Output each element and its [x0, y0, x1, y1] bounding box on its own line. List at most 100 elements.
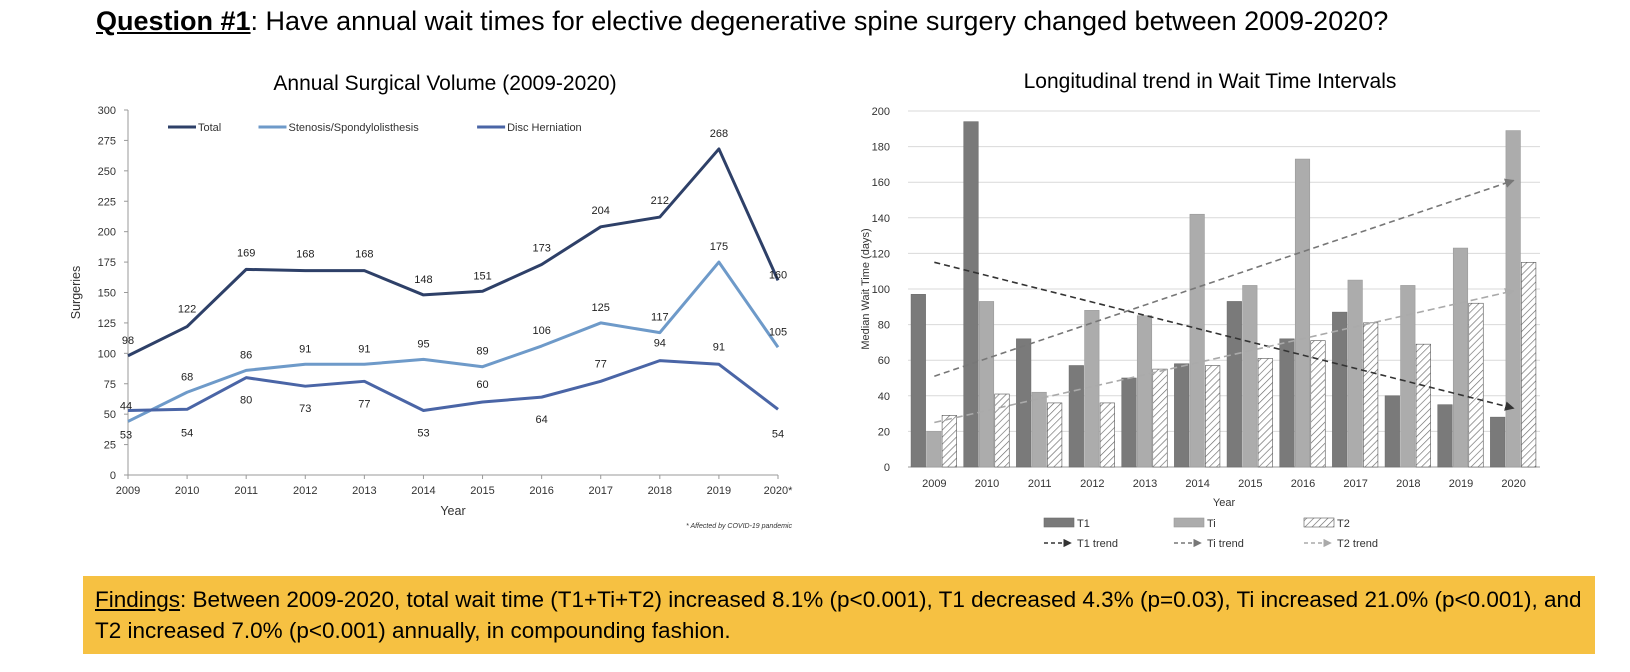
y-tick-label: 175	[98, 257, 116, 269]
data-label: 54	[772, 428, 784, 440]
x-tick-label: 2012	[293, 485, 317, 497]
data-label: 268	[710, 128, 728, 140]
legend-label: Ti	[1207, 518, 1216, 530]
bar-t2	[1047, 402, 1063, 468]
data-label: 53	[417, 428, 429, 440]
x-tick-label: 2018	[1396, 478, 1420, 490]
data-label: 60	[476, 379, 488, 391]
bar-t2	[1152, 368, 1168, 468]
y-tick-label: 75	[104, 379, 116, 391]
footnote: * Affected by COVID-19 pandemic	[686, 523, 792, 530]
data-label: 98	[122, 335, 134, 347]
right-chart-title: Longitudinal trend in Wait Time Interval…	[1023, 70, 1397, 93]
bar-t2	[1099, 402, 1115, 468]
trend-line-t2-trend	[934, 288, 1515, 424]
y-tick-label: 20	[878, 426, 890, 438]
data-label: 173	[532, 243, 550, 255]
x-tick-label: 2016	[1291, 478, 1315, 490]
x-tick-label: 2016	[529, 485, 553, 497]
data-label: 212	[651, 195, 669, 207]
bar-ti	[1136, 315, 1153, 468]
data-label: 151	[473, 270, 491, 282]
y-tick-label: 80	[878, 320, 890, 332]
x-tick-label: 2015	[1238, 478, 1262, 490]
x-axis-label: Year	[1213, 497, 1236, 509]
y-tick-label: 140	[872, 213, 890, 225]
y-tick-label: 200	[98, 227, 116, 239]
data-label: 80	[240, 395, 252, 407]
legend-label: Total	[198, 122, 221, 134]
bar-t1	[1332, 311, 1348, 468]
data-label: 54	[181, 427, 193, 439]
bar-ti	[1400, 285, 1416, 468]
x-tick-label: 2020	[1501, 478, 1525, 490]
question-text: : Have annual wait times for elective de…	[250, 6, 1389, 36]
series-line-stenosis-spondylolisthesis	[127, 260, 780, 423]
x-tick-label: 2019	[1449, 478, 1473, 490]
bar-ti	[1452, 247, 1469, 468]
bar-ti	[978, 301, 995, 468]
legend-label: T1	[1077, 518, 1090, 530]
data-label: 64	[536, 414, 548, 426]
bar-ti	[1347, 279, 1363, 468]
x-tick-label: 2014	[1185, 478, 1209, 490]
x-tick-label: 2019	[707, 485, 731, 497]
y-tick-label: 180	[872, 142, 890, 154]
y-tick-label: 0	[884, 462, 890, 474]
question-heading: Question #1: Have annual wait times for …	[96, 6, 1388, 37]
data-label: 77	[358, 398, 370, 410]
x-tick-label: 2013	[352, 485, 376, 497]
data-label: 89	[476, 346, 488, 358]
data-label: 117	[651, 312, 669, 324]
legend-label: Stenosis/Spondylolisthesis	[289, 122, 420, 134]
bar-t1	[1279, 338, 1295, 468]
y-tick-label: 50	[104, 409, 116, 421]
y-axis-label: Surgeries	[69, 266, 83, 320]
y-tick-label: 200	[872, 106, 890, 118]
y-tick-label: 275	[98, 135, 116, 147]
trend-line-ti-trend	[934, 178, 1515, 377]
data-label: 122	[178, 304, 196, 316]
data-label: 95	[417, 338, 429, 350]
legend-label: T2	[1337, 518, 1350, 530]
y-tick-label: 25	[104, 440, 116, 452]
bar-t1	[1174, 363, 1190, 468]
left-chart-title: Annual Surgical Volume (2009-2020)	[273, 72, 617, 95]
bar-t2	[1310, 340, 1326, 468]
y-tick-label: 60	[878, 355, 890, 367]
data-label: 168	[296, 249, 314, 261]
findings-label: Findings	[95, 587, 181, 612]
x-tick-label: 2011	[234, 485, 258, 497]
bar-t1	[1121, 377, 1137, 468]
y-tick-label: 300	[98, 105, 116, 117]
data-label: 94	[654, 338, 666, 350]
y-tick-label: 100	[872, 284, 890, 296]
bar-t1	[1384, 395, 1400, 468]
data-label: 53	[120, 430, 132, 442]
legend-label: T1 trend	[1077, 538, 1118, 550]
data-label: 125	[592, 302, 610, 314]
bar-ti	[1294, 158, 1311, 468]
data-label: 91	[713, 341, 725, 353]
series-line-disc-herniation	[127, 359, 779, 413]
series-line-total	[127, 147, 780, 358]
bar-t2	[1521, 261, 1537, 468]
y-tick-label: 100	[98, 348, 116, 360]
bar-t1	[1226, 301, 1242, 468]
y-tick-label: 0	[110, 470, 116, 482]
x-tick-label: 2011	[1028, 478, 1052, 490]
findings-text: : Between 2009-2020, total wait time (T1…	[95, 587, 1582, 643]
legend-label: Disc Herniation	[507, 122, 582, 134]
bar-ti	[926, 431, 942, 468]
x-tick-label: 2014	[411, 485, 435, 497]
y-tick-label: 225	[98, 196, 116, 208]
x-axis-label: Year	[440, 504, 465, 518]
bar-t2	[1468, 302, 1484, 468]
bar-t1	[1490, 416, 1506, 468]
wait-time-bar-chart: 0 20 40 60 80 100 120 140 160 180 200 2009 2010 2011 2…	[860, 106, 1540, 550]
data-label: 160	[769, 269, 787, 281]
y-tick-label: 125	[98, 318, 116, 330]
x-tick-label: 2013	[1133, 478, 1157, 490]
data-label: 68	[181, 371, 193, 383]
bar-t2	[1363, 322, 1379, 468]
